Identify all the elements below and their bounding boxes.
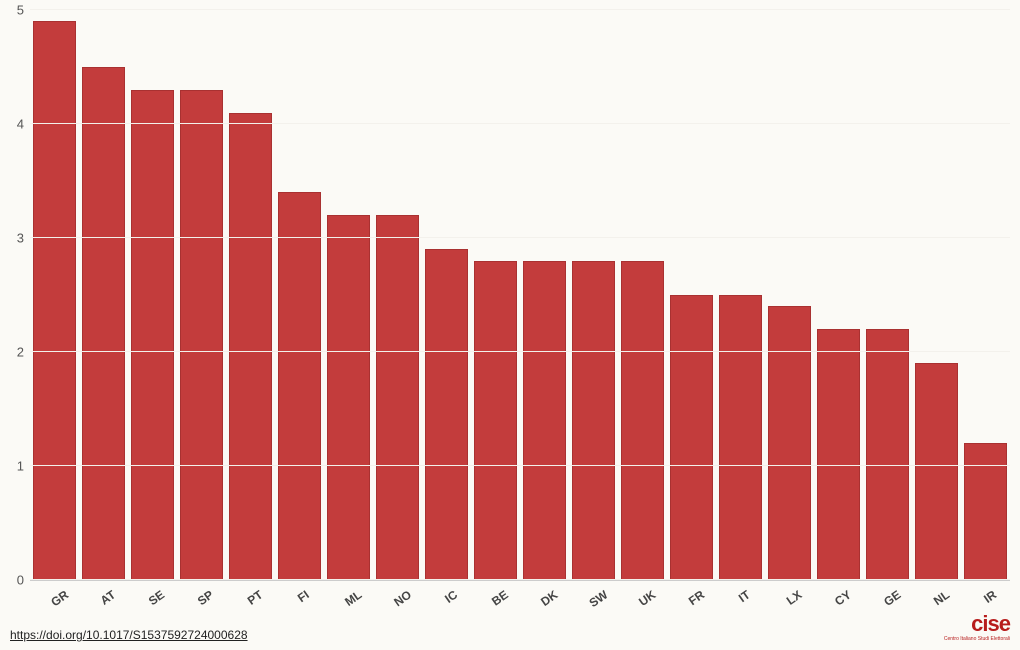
bar-slot	[716, 10, 765, 580]
bar-slot	[814, 10, 863, 580]
bar-slot	[30, 10, 79, 580]
bar	[229, 113, 271, 580]
x-tick-label: LX	[784, 588, 805, 608]
bar-slot	[324, 10, 373, 580]
bar	[768, 306, 810, 580]
bar-slot	[177, 10, 226, 580]
y-tick-label: 1	[17, 459, 24, 474]
bar-slot	[226, 10, 275, 580]
x-tick-label: PT	[245, 588, 266, 608]
bar-slot	[373, 10, 422, 580]
bar	[131, 90, 173, 580]
bar-slot	[128, 10, 177, 580]
x-tick-label: UK	[636, 588, 658, 609]
bar-slot	[79, 10, 128, 580]
x-tick-label: GE	[881, 588, 903, 609]
x-tick-label: NO	[391, 588, 414, 610]
gridline	[30, 351, 1010, 352]
x-tick-label: SP	[195, 588, 216, 609]
bar-slot	[912, 10, 961, 580]
x-tick-label: AT	[98, 588, 118, 608]
gridline	[30, 237, 1010, 238]
bar	[376, 215, 418, 580]
gridline	[30, 123, 1010, 124]
x-tick-label: IT	[736, 588, 753, 606]
bar	[425, 249, 467, 580]
bar-slot	[569, 10, 618, 580]
bar	[180, 90, 222, 580]
bar	[964, 443, 1006, 580]
x-tick-label: BE	[489, 588, 511, 609]
gridline	[30, 579, 1010, 580]
bar	[327, 215, 369, 580]
y-axis: 012345	[0, 10, 28, 580]
bar-slot	[618, 10, 667, 580]
doi-link[interactable]: https://doi.org/10.1017/S153759272400062…	[10, 628, 248, 642]
y-tick-label: 0	[17, 573, 24, 588]
x-tick-label: NL	[930, 588, 951, 609]
x-tick-label: DK	[538, 588, 560, 609]
x-tick-label: IR	[981, 588, 999, 606]
x-tick-label: FI	[295, 588, 312, 606]
gridline	[30, 9, 1010, 10]
bar	[523, 261, 565, 580]
footer: https://doi.org/10.1017/S153759272400062…	[10, 611, 1010, 642]
bar-slot	[863, 10, 912, 580]
x-tick-label: CY	[832, 588, 854, 609]
bar	[719, 295, 761, 580]
chart-container: 0 1 2 3 4 5 GR AT SE SP PT FI ML NO IC BE DK SW UK FR IT LX C…	[0, 0, 1020, 650]
y-tick-label: 4	[17, 117, 24, 132]
bar-slot	[471, 10, 520, 580]
y-tick-label: 5	[17, 3, 24, 18]
y-tick-label: 3	[17, 231, 24, 246]
x-axis-line	[30, 580, 1010, 581]
bar	[278, 192, 320, 580]
x-tick-label: FR	[685, 588, 706, 609]
y-tick-label: 2	[17, 345, 24, 360]
x-tick-label: SW	[586, 588, 610, 611]
bar-slot	[520, 10, 569, 580]
logo: cise Centro Italiano Studi Elettorali	[944, 611, 1010, 642]
bar	[82, 67, 124, 580]
bar	[817, 329, 859, 580]
bar	[915, 363, 957, 580]
bar	[670, 295, 712, 580]
bar	[866, 329, 908, 580]
logo-subtext: Centro Italiano Studi Elettorali	[944, 637, 1010, 642]
x-tick-label: IC	[442, 588, 460, 606]
bar-slot	[275, 10, 324, 580]
bar-slot	[422, 10, 471, 580]
plot-area	[30, 10, 1010, 580]
bars-group	[30, 10, 1010, 580]
bar-slot	[961, 10, 1010, 580]
bar	[572, 261, 614, 580]
gridline	[30, 465, 1010, 466]
x-tick-label: ML	[342, 588, 364, 609]
x-tick-label: SE	[146, 588, 167, 609]
bar	[33, 21, 75, 580]
bar	[621, 261, 663, 580]
bar	[474, 261, 516, 580]
bar-slot	[667, 10, 716, 580]
x-tick-label: GR	[48, 588, 71, 610]
logo-text: cise	[971, 611, 1010, 636]
bar-slot	[765, 10, 814, 580]
